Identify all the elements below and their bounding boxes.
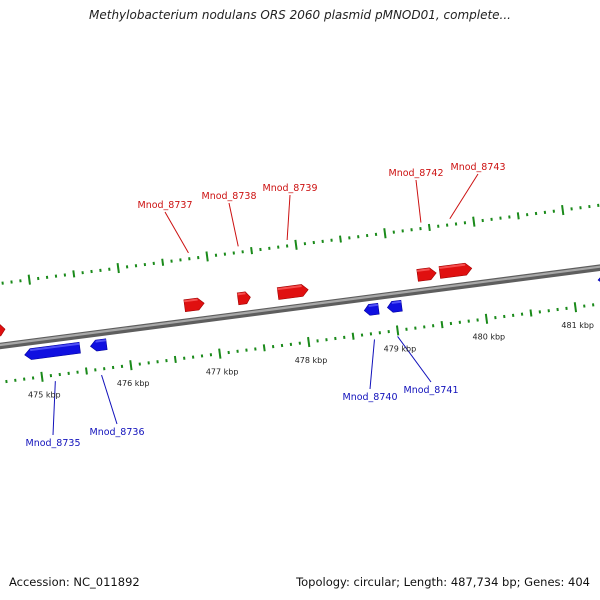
reverse-track-major-tick bbox=[395, 325, 400, 336]
gene-Mnod_8735[interactable] bbox=[24, 341, 81, 360]
gene-Mnod_8742-highlight bbox=[416, 268, 430, 272]
forward-track-major-tick bbox=[294, 239, 298, 250]
scale-label-475: 475 kbp bbox=[28, 391, 61, 400]
scale-label-481: 481 kbp bbox=[561, 321, 594, 330]
scale-label-476: 476 kbp bbox=[117, 379, 150, 388]
topology-summary: Topology: circular; Length: 487,734 bp; … bbox=[296, 575, 590, 589]
reverse-track-minor-tick bbox=[262, 344, 266, 352]
scale-label-479: 479 kbp bbox=[384, 344, 417, 353]
forward-track-minor-tick bbox=[161, 258, 165, 266]
gene-label-Mnod_8741[interactable]: Mnod_8741 bbox=[404, 385, 459, 396]
reverse-track-major-tick bbox=[484, 313, 489, 324]
map-title: Methylobacterium nodulans ORS 2060 plasm… bbox=[89, 8, 511, 22]
gene-Mnod_8738[interactable] bbox=[236, 291, 251, 306]
scale-label-480: 480 kbp bbox=[473, 333, 506, 342]
gene-Mnod_8743-highlight bbox=[439, 263, 466, 270]
forward-track-major-tick bbox=[383, 228, 387, 239]
forward-track-major-tick bbox=[472, 216, 476, 227]
scale-label-layer: 475 kbp 476 kbp 477 kbp 478 kbp 479 kbp 480 k… bbox=[28, 321, 594, 400]
gene-Mnod_8740[interactable] bbox=[363, 302, 380, 316]
forward-tick-track bbox=[1, 203, 600, 285]
forward-track-minor-tick bbox=[72, 270, 76, 278]
gene-Mnod_8738-highlight bbox=[237, 292, 246, 296]
gene-Mnod_8740-highlight bbox=[368, 303, 379, 307]
reverse-track-minor-tick bbox=[85, 367, 88, 375]
forward-track-minor-tick bbox=[339, 235, 342, 243]
genome-backbone bbox=[0, 264, 600, 350]
gene-Mnod_8735-highlight bbox=[30, 342, 80, 352]
gene-Mnod_8736-highlight bbox=[95, 339, 107, 343]
accession-label: Accession: NC_011892 bbox=[9, 575, 140, 589]
reverse-tick-track bbox=[5, 302, 595, 384]
reverse-track-major-tick bbox=[40, 371, 44, 382]
leader-line-Mnod_8739 bbox=[286, 194, 291, 241]
gene-label-Mnod_8735[interactable]: Mnod_8735 bbox=[26, 438, 81, 449]
gene-label-Mnod_8738[interactable]: Mnod_8738 bbox=[202, 191, 257, 202]
leader-line-Mnod_8743 bbox=[449, 173, 479, 220]
gene-Mnod_8739-highlight bbox=[277, 284, 302, 291]
gene-label-Mnod_8736[interactable]: Mnod_8736 bbox=[90, 427, 145, 438]
forward-track-minor-tick bbox=[516, 212, 520, 220]
leader-line-Mnod_8742 bbox=[415, 179, 422, 223]
leader-line-Mnod_8735 bbox=[52, 381, 56, 436]
scale-label-478: 478 kbp bbox=[295, 356, 328, 365]
gene-label-Mnod_8743[interactable]: Mnod_8743 bbox=[451, 162, 506, 173]
gene-label-Mnod_8739[interactable]: Mnod_8739 bbox=[263, 183, 318, 194]
gene-track bbox=[0, 262, 600, 360]
edge-gene-1[interactable] bbox=[0, 324, 6, 337]
leader-line-Mnod_8738 bbox=[228, 202, 239, 247]
reverse-track-major-tick bbox=[129, 360, 133, 371]
reverse-track-minor-tick bbox=[351, 332, 355, 340]
forward-track-minor-tick bbox=[250, 247, 254, 255]
forward-track-major-tick bbox=[116, 262, 120, 274]
leader-line-Mnod_8740 bbox=[369, 339, 375, 390]
reverse-track-major-tick bbox=[307, 336, 311, 348]
leader-line-Mnod_8736 bbox=[101, 374, 118, 425]
reverse-track-minor-tick bbox=[529, 309, 533, 317]
gene-label-Mnod_8740[interactable]: Mnod_8740 bbox=[343, 392, 398, 403]
forward-track-major-tick bbox=[27, 274, 31, 285]
reverse-track-major-tick bbox=[218, 348, 222, 359]
gene-label-Mnod_8742[interactable]: Mnod_8742 bbox=[389, 168, 444, 179]
leader-line-Mnod_8741 bbox=[397, 336, 432, 383]
forward-track-major-tick bbox=[205, 251, 209, 262]
reverse-track-major-tick bbox=[573, 302, 578, 313]
gene-label-layer: Mnod_8735 Mnod_8736 Mnod_8737 Mnod_8738 Mnod… bbox=[26, 162, 506, 449]
gene-Mnod_8736[interactable] bbox=[90, 338, 108, 352]
gene-Mnod_8741[interactable] bbox=[386, 299, 403, 313]
forward-track-minor-tick bbox=[427, 223, 431, 232]
reverse-track-minor-tick bbox=[173, 355, 177, 364]
reverse-track-minor-tick bbox=[440, 321, 444, 329]
gene-Mnod_8737-highlight bbox=[183, 298, 198, 303]
gene-label-Mnod_8737[interactable]: Mnod_8737 bbox=[138, 200, 193, 211]
leader-line-Mnod_8737 bbox=[164, 211, 189, 254]
scale-label-477: 477 kbp bbox=[206, 367, 239, 376]
forward-track-major-tick bbox=[561, 204, 565, 216]
gene-Mnod_8741-highlight bbox=[391, 300, 402, 304]
